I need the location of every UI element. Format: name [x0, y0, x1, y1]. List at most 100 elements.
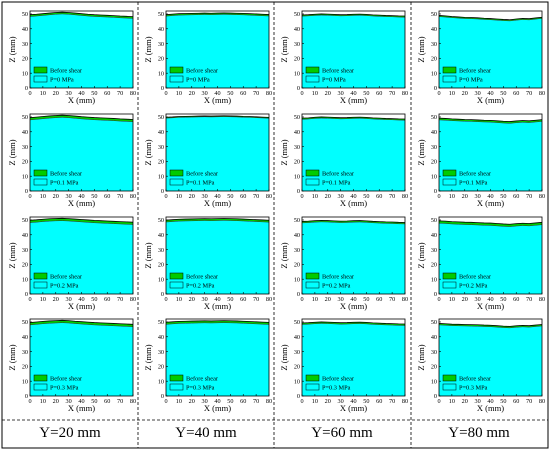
legend-label-before: Before shear [186, 171, 219, 178]
after-shear-area [166, 14, 269, 88]
before-shear-line [301, 321, 406, 325]
x-tick-label: 50 [500, 193, 506, 200]
y-tick-label: 30 [22, 247, 28, 254]
legend-swatch-before [442, 169, 457, 177]
legend-label-after: P=0.2 MPa [459, 283, 488, 290]
x-tick-label: 30 [202, 296, 208, 303]
x-tick-label: 20 [462, 398, 468, 405]
legend-label-before: Before shear [459, 68, 492, 75]
y-axis-label: Z (mm) [7, 139, 17, 165]
x-axis-label: X (mm) [477, 198, 504, 208]
legend-label-after: P=0 MPa [186, 77, 210, 84]
y-tick-label: 20 [431, 56, 437, 63]
y-tick-label: 50 [294, 114, 300, 121]
y-tick-label: 30 [22, 41, 28, 48]
x-axis-label: X (mm) [340, 403, 367, 413]
after-shear-area [439, 324, 542, 396]
y-tick-label: 20 [158, 364, 164, 371]
x-tick-label: 30 [202, 90, 208, 97]
legend-label-before: Before shear [186, 376, 219, 383]
before-shear-band [30, 115, 133, 122]
before-shear-line [438, 117, 543, 122]
y-axis-label: Z (mm) [279, 344, 289, 370]
y-tick-label: 30 [431, 144, 437, 151]
y-tick-label: 0 [434, 291, 437, 298]
legend-label-after: P=0.3 MPa [322, 385, 351, 392]
y-tick-label: 40 [431, 26, 437, 33]
x-tick-label: 60 [376, 398, 382, 405]
before-shear-line [165, 115, 270, 118]
x-tick-label: 60 [104, 90, 110, 97]
x-tick-label: 80 [266, 193, 272, 200]
legend-swatch-after [305, 383, 320, 391]
x-tick-label: 80 [539, 90, 545, 97]
y-tick-label: 20 [22, 262, 28, 269]
x-tick-label: 50 [500, 398, 506, 405]
x-tick-label: 30 [475, 296, 481, 303]
x-tick-label: 60 [104, 193, 110, 200]
legend-label-after: P=0.3 MPa [459, 385, 488, 392]
legend-label-after: P=0 MPa [50, 77, 74, 84]
x-axis-label: X (mm) [340, 95, 367, 105]
x-tick-label: 40 [487, 398, 493, 405]
y-tick-label: 10 [158, 378, 164, 385]
legend-label-after: P=0.1 MPa [322, 180, 351, 187]
y-tick-label: 0 [25, 85, 28, 92]
y-axis-label: Z (mm) [7, 344, 17, 370]
before-shear-line [438, 15, 543, 21]
x-tick-label: 20 [462, 193, 468, 200]
x-tick-label: 50 [363, 193, 369, 200]
after-shear-line [301, 221, 406, 225]
x-tick-label: 20 [189, 90, 195, 97]
y-tick-label: 30 [294, 144, 300, 151]
x-tick-label: 40 [487, 193, 493, 200]
x-tick-label: 60 [376, 296, 382, 303]
legend-label-before: Before shear [459, 274, 492, 281]
y-tick-label: 40 [294, 334, 300, 341]
x-tick-label: 20 [53, 398, 59, 405]
legend-swatch-after [169, 281, 184, 289]
x-tick-label: 80 [266, 398, 272, 405]
legend-label-before: Before shear [186, 274, 219, 281]
legend-swatch-before [33, 169, 48, 177]
legend-swatch-before [305, 272, 320, 280]
x-tick-label: 80 [402, 90, 408, 97]
y-tick-label: 10 [22, 378, 28, 385]
y-tick-label: 50 [431, 11, 437, 18]
y-tick-label: 20 [294, 56, 300, 63]
legend-swatch-before [169, 169, 184, 177]
y-tick-label: 20 [158, 262, 164, 269]
x-tick-label: 30 [66, 90, 72, 97]
y-tick-label: 30 [22, 349, 28, 356]
y-tick-label: 10 [22, 70, 28, 77]
after-shear-line [165, 116, 270, 119]
y-tick-label: 20 [22, 56, 28, 63]
before-shear-band [439, 15, 542, 21]
x-tick-label: 80 [402, 398, 408, 405]
x-tick-label: 40 [214, 296, 220, 303]
x-tick-label: 70 [389, 296, 395, 303]
y-tick-label: 20 [431, 262, 437, 269]
y-tick-label: 40 [431, 129, 437, 136]
legend-swatch-after [442, 75, 457, 83]
legend-swatch-after [442, 281, 457, 289]
column-label-y20: Y=20 mm [39, 425, 101, 441]
y-tick-label: 30 [294, 41, 300, 48]
x-tick-label: 60 [104, 296, 110, 303]
y-tick-label: 10 [158, 173, 164, 180]
after-shear-line [438, 324, 543, 329]
after-shear-area [166, 116, 269, 191]
x-tick-label: 30 [475, 398, 481, 405]
y-tick-label: 20 [294, 364, 300, 371]
x-tick-label: 0 [437, 90, 440, 97]
y-tick-label: 10 [431, 378, 437, 385]
legend-swatch-after [33, 75, 48, 83]
column-label-y40: Y=40 mm [175, 425, 237, 441]
after-shear-line [29, 13, 134, 19]
x-tick-label: 0 [164, 90, 167, 97]
